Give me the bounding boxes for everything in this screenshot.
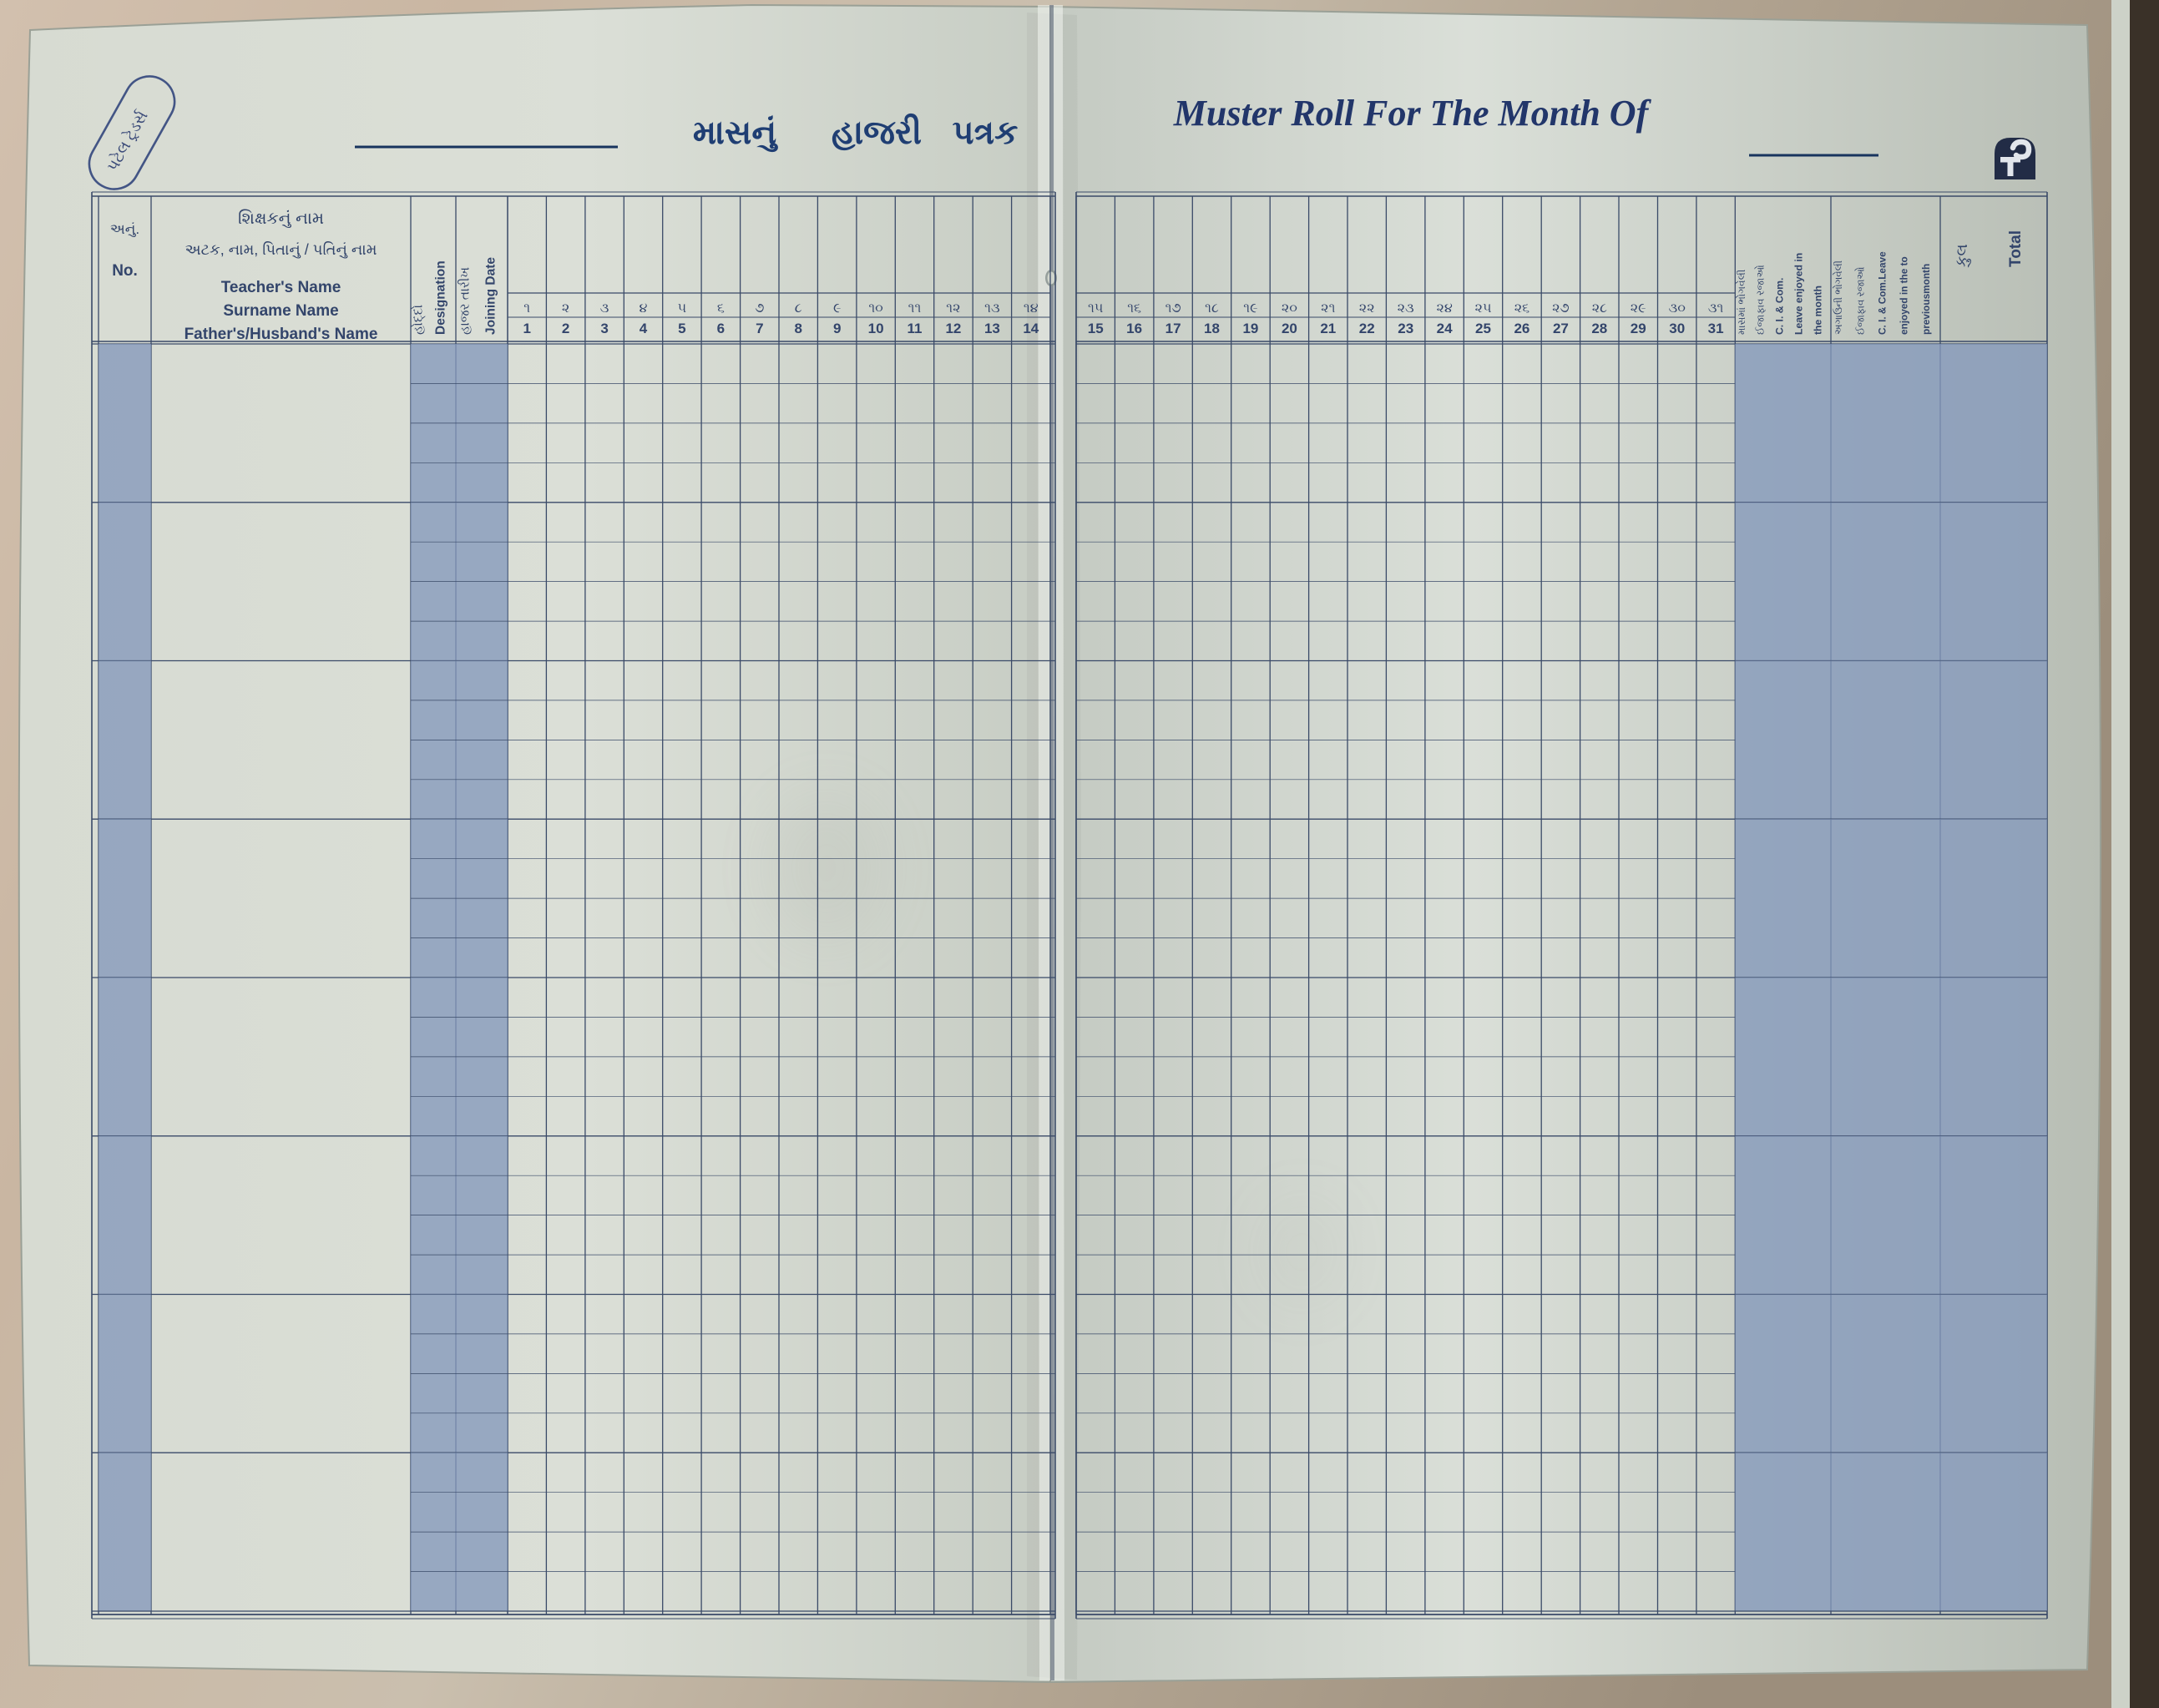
svg-text:2: 2 bbox=[562, 321, 569, 336]
svg-text:previousmonth: previousmonth bbox=[1920, 264, 1932, 335]
svg-text:૧૭: ૧૭ bbox=[1165, 301, 1181, 316]
svg-text:૨૪: ૨૪ bbox=[1436, 301, 1452, 316]
svg-text:૨: ૨ bbox=[562, 301, 569, 316]
svg-text:15: 15 bbox=[1088, 321, 1104, 336]
svg-text:૧૨: ૧૨ bbox=[946, 301, 960, 316]
svg-text:૯: ૯ bbox=[833, 301, 841, 316]
svg-text:28: 28 bbox=[1591, 321, 1607, 336]
svg-text:18: 18 bbox=[1204, 321, 1220, 336]
svg-text:enjoyed in the to: enjoyed in the to bbox=[1899, 256, 1910, 335]
svg-text:1: 1 bbox=[523, 321, 530, 336]
svg-text:25: 25 bbox=[1475, 321, 1491, 336]
svg-text:હાજરી: હાજરી bbox=[832, 114, 922, 151]
svg-text:૫: ૫ bbox=[678, 301, 687, 316]
svg-text:11: 11 bbox=[908, 321, 923, 336]
svg-text:માસમાં ભોગવેલી: માસમાં ભોગવેલી bbox=[1736, 270, 1747, 335]
svg-text:૧૦: ૧૦ bbox=[868, 301, 882, 316]
svg-text:6: 6 bbox=[717, 321, 725, 336]
svg-text:૧૧: ૧૧ bbox=[908, 301, 922, 316]
svg-text:16: 16 bbox=[1126, 321, 1142, 336]
svg-text:20: 20 bbox=[1282, 321, 1297, 336]
svg-text:૧૫: ૧૫ bbox=[1088, 301, 1103, 316]
svg-text:7: 7 bbox=[756, 321, 763, 336]
svg-text:કુલ: કુલ bbox=[1954, 244, 1971, 268]
svg-text:૨૬: ૨૬ bbox=[1514, 301, 1530, 316]
svg-text:૧૯: ૧૯ bbox=[1243, 301, 1257, 316]
svg-text:૨૫: ૨૫ bbox=[1475, 301, 1492, 316]
svg-text:Total: Total bbox=[2007, 230, 2025, 267]
svg-text:Muster Roll For The Month Of: Muster Roll For The Month Of bbox=[1173, 93, 1652, 134]
svg-text:5: 5 bbox=[678, 321, 685, 336]
svg-text:અગાઉની ભોગવેલી: અગાઉની ભોગવેલી bbox=[1833, 260, 1844, 335]
svg-text:10: 10 bbox=[868, 321, 884, 336]
svg-text:૨૩: ૨૩ bbox=[1398, 301, 1414, 316]
svg-text:ઈજાફાવ રજાઓ: ઈજાફાવ રજાઓ bbox=[1755, 265, 1767, 335]
svg-text:૨૧: ૨૧ bbox=[1321, 301, 1335, 316]
svg-text:માસનું: માસનું bbox=[693, 114, 778, 153]
svg-text:31: 31 bbox=[1708, 321, 1724, 336]
svg-text:હોદ્દો: હોદ્દો bbox=[410, 305, 427, 335]
svg-text:Leave enjoyed in: Leave enjoyed in bbox=[1793, 253, 1805, 335]
svg-text:30: 30 bbox=[1669, 321, 1685, 336]
svg-text:અનું.: અનું. bbox=[110, 221, 139, 237]
svg-text:૨૭: ૨૭ bbox=[1552, 301, 1570, 316]
svg-text:Father's/Husband's Name: Father's/Husband's Name bbox=[185, 326, 378, 343]
svg-text:Designation: Designation bbox=[434, 260, 448, 335]
svg-text:૨૯: ૨૯ bbox=[1631, 301, 1646, 316]
svg-text:૨૨: ૨૨ bbox=[1359, 301, 1375, 316]
svg-text:8: 8 bbox=[794, 321, 801, 336]
svg-text:Joining Date: Joining Date bbox=[484, 257, 498, 335]
svg-text:૨૦: ૨૦ bbox=[1282, 301, 1297, 316]
svg-text:૪: ૪ bbox=[640, 301, 648, 316]
svg-text:૧૮: ૧૮ bbox=[1205, 301, 1219, 316]
svg-text:૩૦: ૩૦ bbox=[1669, 301, 1686, 316]
svg-text:17: 17 bbox=[1165, 321, 1181, 336]
svg-text:૭: ૭ bbox=[755, 301, 764, 316]
svg-text:26: 26 bbox=[1514, 321, 1530, 336]
svg-text:27: 27 bbox=[1553, 321, 1569, 336]
svg-text:૧: ૧ bbox=[523, 301, 530, 316]
svg-text:14: 14 bbox=[1023, 321, 1039, 336]
svg-text:9: 9 bbox=[833, 321, 841, 336]
svg-text:No.: No. bbox=[112, 262, 138, 280]
svg-text:13: 13 bbox=[984, 321, 1000, 336]
svg-text:૩૧: ૩૧ bbox=[1708, 301, 1724, 316]
svg-text:21: 21 bbox=[1320, 321, 1336, 336]
svg-text:24: 24 bbox=[1437, 321, 1453, 336]
svg-text:22: 22 bbox=[1359, 321, 1375, 336]
svg-text:૧૪: ૧૪ bbox=[1024, 301, 1039, 316]
svg-text:Teacher's Name: Teacher's Name bbox=[221, 279, 341, 296]
svg-text:૧૬: ૧૬ bbox=[1127, 301, 1141, 316]
svg-text:29: 29 bbox=[1631, 321, 1646, 336]
svg-text:C. I. & Com.: C. I. & Com. bbox=[1774, 278, 1786, 335]
svg-text:૮: ૮ bbox=[795, 301, 802, 316]
svg-text:૬: ૬ bbox=[717, 301, 725, 316]
svg-text:૧૩: ૧૩ bbox=[984, 301, 1000, 316]
svg-text:4: 4 bbox=[640, 321, 648, 336]
svg-text:ઈજાફાવ રજાઓ: ઈજાફાવ રજાઓ bbox=[1854, 267, 1866, 335]
svg-text:૨૮: ૨૮ bbox=[1592, 301, 1607, 316]
svg-text:3: 3 bbox=[600, 321, 608, 336]
svg-text:પત્રક: પત્રક bbox=[953, 114, 1019, 151]
svg-text:હાજર તારીખ: હાજર તારીખ bbox=[458, 267, 473, 335]
svg-text:શિક્ષકનું નામ: શિક્ષકનું નામ bbox=[238, 210, 324, 228]
svg-text:અટક, નામ, પિતાનું / પતિનું નામ: અટક, નામ, પિતાનું / પતિનું નામ bbox=[185, 241, 377, 258]
svg-text:23: 23 bbox=[1398, 321, 1413, 336]
svg-text:12: 12 bbox=[945, 321, 961, 336]
svg-text:૩: ૩ bbox=[600, 301, 609, 316]
svg-text:C. I. & Com.Leave: C. I. & Com.Leave bbox=[1877, 251, 1888, 335]
svg-text:19: 19 bbox=[1242, 321, 1258, 336]
svg-text:the month: the month bbox=[1813, 286, 1824, 335]
svg-text:Surname Name: Surname Name bbox=[223, 302, 338, 320]
